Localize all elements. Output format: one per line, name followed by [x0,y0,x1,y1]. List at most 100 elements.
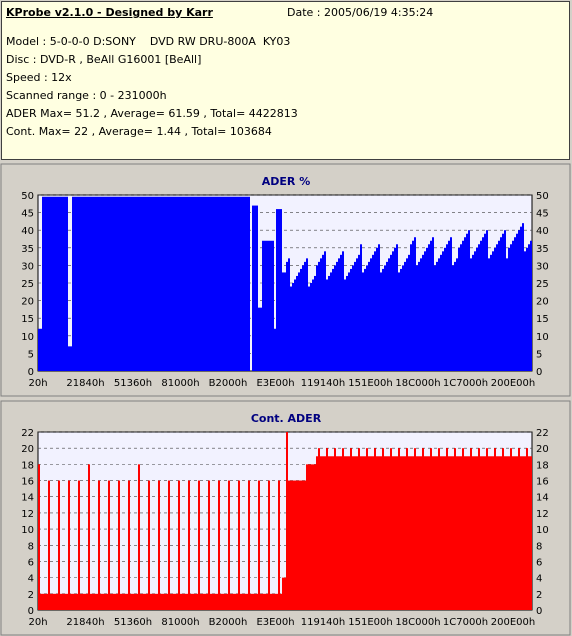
data-bar [72,593,74,610]
data-bar [180,593,182,610]
data-bar [154,196,156,371]
data-bar [54,593,56,610]
data-bar [292,283,294,371]
data-bar [214,196,216,371]
data-bar [152,196,154,371]
chart-title: Cont. ADER [251,412,322,425]
data-bar [218,196,220,371]
x-tick-label: 151E00h [348,617,392,628]
data-bar [294,480,296,610]
data-bar [428,456,430,610]
data-bar [240,593,242,610]
data-bar [62,196,64,371]
data-bar [216,593,218,610]
data-bar [422,254,424,371]
data-bar [414,448,416,610]
data-bar [252,205,254,371]
data-bar [138,464,140,610]
data-bar [102,196,104,371]
data-bar [398,448,400,610]
data-bar [144,196,146,371]
data-bar [430,448,432,610]
data-bar [514,237,516,371]
data-bar [358,448,360,610]
data-bar [446,448,448,610]
data-bar [66,196,68,371]
data-bar [120,196,122,371]
data-bar [346,456,348,610]
x-tick-label: 18C000h [395,378,440,389]
data-bar [412,456,414,610]
data-bar [354,261,356,371]
data-bar [92,196,94,371]
data-bar [444,247,446,371]
data-bar [236,196,238,371]
data-bar [442,251,444,371]
data-bar [402,265,404,371]
data-bar [490,254,492,371]
data-bar [98,480,100,610]
data-bar [118,196,120,371]
data-bar [424,251,426,371]
data-bar [334,448,336,610]
data-bar [374,448,376,610]
data-bar [52,593,54,610]
data-bar [204,196,206,371]
data-bar [312,279,314,371]
data-bar [494,247,496,371]
data-bar [216,196,218,371]
y-tick-label-right: 16 [536,477,549,488]
data-bar [238,196,240,371]
data-bar [50,196,52,371]
data-bar [336,261,338,371]
data-bar [528,244,530,371]
data-bar [200,196,202,371]
data-bar [378,456,380,610]
data-bar [514,456,516,610]
data-bar [106,196,108,371]
data-bar [338,456,340,610]
data-bar [390,254,392,371]
data-bar [122,593,124,610]
data-bar [198,196,200,371]
data-bar [174,593,176,610]
chart-title: ADER % [262,175,310,188]
data-bar [468,230,470,371]
data-bar [458,247,460,371]
data-bar [512,456,514,610]
data-bar [198,480,200,610]
data-bar [450,456,452,610]
data-bar [472,456,474,610]
x-tick-label: B2000h [209,617,248,628]
data-bar [412,240,414,371]
data-bar [254,205,256,371]
data-bar [282,272,284,371]
data-bar [502,448,504,610]
data-bar [330,272,332,371]
data-bar [480,456,482,610]
data-bar [108,480,110,610]
data-bar [452,265,454,371]
data-bar [474,456,476,610]
data-bar [42,593,44,610]
data-bar [508,456,510,610]
data-bar [306,464,308,610]
data-bar [272,240,274,371]
data-bar [112,196,114,371]
data-bar [330,456,332,610]
data-bar [248,480,250,610]
data-bar [226,593,228,610]
data-bar [526,448,528,610]
data-bar [240,196,242,371]
data-bar [282,577,284,610]
data-bar [520,226,522,371]
data-bar [176,196,178,371]
data-bar [362,272,364,371]
data-bar [508,247,510,371]
data-bar [94,593,96,610]
data-bar [140,196,142,371]
data-bar [256,205,258,371]
data-bar [232,593,234,610]
data-bar [428,244,430,371]
x-tick-label: 81000h [161,617,199,628]
